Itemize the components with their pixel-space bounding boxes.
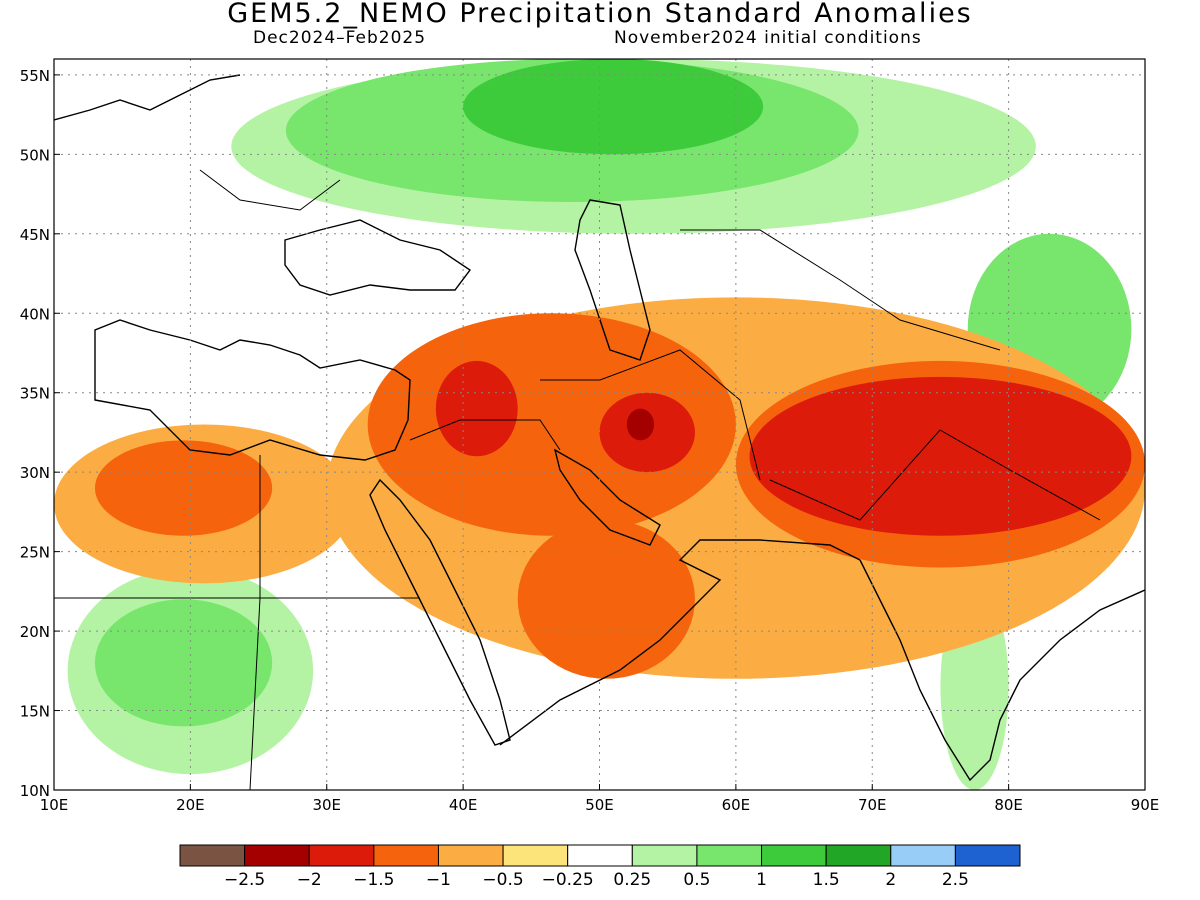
colorbar-label: −2.5 [224,870,265,890]
colorbar-label: 2 [885,870,896,890]
colorbar-label: 0.5 [683,870,710,890]
lon-tick-label: 50E [585,796,614,814]
lat-tick-label: 40N [20,305,50,323]
lon-tick-label: 60E [722,796,751,814]
colorbar-swatch [696,844,763,867]
anomaly-region [626,408,655,441]
anomaly-region [517,519,695,679]
colorbar-swatch [890,844,956,867]
colorbar-swatch [631,844,698,867]
colorbar-label: 1.5 [813,870,840,890]
colorbar-swatch [244,844,310,867]
coastlines [54,74,1145,782]
lon-tick-label: 70E [858,796,887,814]
colorbar-label: −0.25 [542,870,594,890]
colorbar-label: −2 [297,870,322,890]
gridlines [54,59,1145,790]
lat-tick-label: 15N [20,703,50,721]
colorbar-label: −1 [426,870,451,890]
lat-tick-label: 45N [20,226,50,244]
lat-tick-label: 30N [20,464,50,482]
lat-tick-label: 20N [20,623,50,641]
colorbar-label: −1.5 [353,870,394,890]
lon-tick-label: 40E [449,796,478,814]
lon-tick-label: 90E [1131,796,1160,814]
colorbar: −2.5 −2 −1.5 −1 −0.5 −0.25 0.25 0.5 1 1.5 2 2.5 [179,844,1021,890]
anomaly-region [94,440,273,536]
lon-tick-label: 10E [40,796,69,814]
lon-tick-label: 80E [994,796,1023,814]
colorbar-label: −0.5 [482,870,523,890]
lat-tick-label: 55N [20,67,50,85]
lon-tick-label: 30E [312,796,341,814]
colorbar-swatch [567,844,633,867]
colorbar-label: 0.25 [613,870,651,890]
colorbar-swatch [502,844,569,867]
colorbar-swatch [373,844,439,867]
colorbar-swatch [761,844,827,867]
initial-conditions-subtitle: November2024 initial conditions [614,28,922,48]
colorbar-label: 2.5 [942,870,969,890]
country-borders [54,169,1101,790]
lat-tick-label: 25N [20,544,50,562]
lat-tick-label: 35N [20,385,50,403]
lat-tick-label: 10N [20,782,50,800]
anomaly-region [463,59,764,155]
colorbar-swatch [825,844,892,867]
anomaly-region [749,376,1132,536]
colorbar-swatch [954,844,1021,867]
lat-tick-label: 50N [20,146,50,164]
chart-title: GEM5.2_NEMO Precipitation Standard Anoma… [227,0,973,29]
anomaly-region [94,599,273,727]
lon-tick-label: 20E [176,796,205,814]
colorbar-swatch [179,844,246,867]
anomaly-region [435,360,518,457]
colorbar-swatch [437,844,504,867]
season-subtitle: Dec2024–Feb2025 [253,28,427,48]
colorbar-label: 1 [756,870,767,890]
colorbar-swatch [308,844,375,867]
